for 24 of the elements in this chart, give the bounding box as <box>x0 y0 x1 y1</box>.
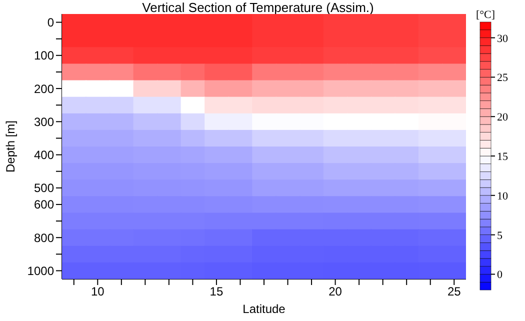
color-bar-label: 5 <box>497 230 503 242</box>
x-axis-title: Latitude <box>242 302 286 316</box>
y-axis-title: Depth [m] <box>3 120 18 173</box>
y-tick-label: 800 <box>34 230 54 245</box>
color-bar-label: 15 <box>497 151 508 163</box>
color-bar-title: [°C] <box>476 9 496 21</box>
color-bar-label: 20 <box>497 112 508 124</box>
chart-title: Vertical Section of Temperature (Assim.) <box>141 0 375 15</box>
x-tick-label: 10 <box>90 284 105 299</box>
y-tick-label: 300 <box>34 114 54 129</box>
y-tick-label: 600 <box>34 198 54 212</box>
y-tick-label: 1000 <box>27 264 54 278</box>
x-tick-label: 25 <box>447 284 462 299</box>
y-tick-label: 500 <box>34 181 54 196</box>
x-tick-label: 20 <box>328 284 342 299</box>
y-tick-label: 0 <box>47 16 54 30</box>
color-bar-label: 30 <box>497 32 508 45</box>
color-bar-label: 0 <box>497 269 503 282</box>
x-tick-label: 15 <box>210 284 224 299</box>
y-tick-label: 100 <box>34 48 54 63</box>
color-bar-label: 25 <box>497 72 508 84</box>
y-tick-label: 200 <box>34 82 54 96</box>
y-tick-label: 400 <box>34 148 54 162</box>
color-bar-label: 10 <box>497 190 508 202</box>
